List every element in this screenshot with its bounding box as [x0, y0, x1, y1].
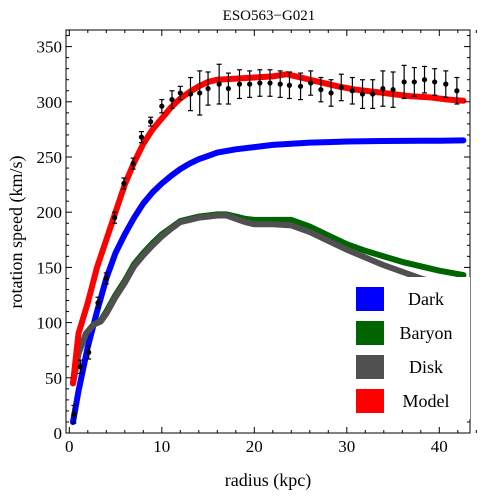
data-point: [380, 85, 386, 92]
data-point: [390, 87, 396, 93]
y-tick-label: 150: [37, 258, 63, 277]
x-tick-label: 20: [246, 437, 263, 456]
data-point: [411, 79, 417, 85]
data-point: [432, 79, 438, 85]
legend-label-model: Model: [403, 391, 450, 411]
data-point: [130, 161, 136, 167]
legend-swatch-baryon: [356, 321, 384, 345]
y-tick-label: 250: [37, 148, 63, 167]
chart-title: ESO563−G021: [223, 8, 316, 24]
data-point: [112, 215, 118, 221]
data-point: [277, 81, 283, 87]
y-tick-label: 200: [37, 203, 63, 222]
data-point: [148, 119, 154, 125]
data-point: [138, 134, 145, 140]
data-point: [297, 83, 304, 89]
y-axis-label: rotation speed (km/s): [6, 156, 27, 309]
data-point: [187, 91, 194, 97]
legend-swatch-model: [356, 389, 384, 413]
data-point: [421, 77, 428, 83]
data-point: [370, 91, 376, 97]
plot-frame: [65, 29, 471, 434]
data-point: [401, 79, 407, 85]
data-point: [225, 85, 231, 92]
legend-label-disk: Disk: [409, 357, 443, 377]
data-point: [359, 91, 366, 97]
data-point: [197, 90, 203, 96]
x-tick-label: 10: [153, 437, 170, 456]
y-axis-ticks: 0 50 100 150 200 250 300 350: [37, 35, 470, 443]
data-point: [328, 90, 334, 96]
x-tick-label: 40: [431, 437, 448, 456]
x-tick-label: 0: [65, 437, 74, 456]
x-axis-label: radius (kpc): [225, 470, 311, 491]
series-line-dark: [70, 137, 467, 425]
data-point: [318, 87, 324, 93]
data-point: [169, 96, 175, 103]
data-point: [103, 275, 109, 282]
data-point: [205, 85, 211, 92]
legend-swatch-dark: [356, 287, 384, 311]
legend-label-baryon: Baryon: [400, 323, 453, 343]
data-point: [308, 80, 314, 86]
x-axis-ticks: 0 10 20 30 40: [65, 30, 477, 456]
legend-label-dark: Dark: [408, 289, 444, 309]
y-tick-label: 350: [37, 38, 63, 57]
y-tick-label: 100: [37, 314, 63, 333]
legend-swatch-disk: [356, 355, 384, 379]
data-point: [177, 90, 183, 96]
data-point: [216, 81, 222, 87]
data-point: [159, 103, 165, 109]
data-point: [286, 82, 293, 88]
data-point: [257, 80, 263, 86]
data-point: [77, 364, 83, 370]
y-tick-label: 50: [45, 369, 62, 388]
data-point: [443, 81, 449, 87]
data-point: [86, 349, 92, 356]
y-tick-label: 0: [54, 424, 63, 443]
data-point: [338, 84, 344, 91]
data-point: [247, 81, 253, 87]
data-point: [349, 88, 355, 94]
y-tick-label: 300: [37, 93, 63, 112]
data-point: [95, 300, 101, 306]
x-tick-label: 30: [338, 437, 355, 456]
data-point: [236, 81, 243, 87]
series-line-disk: [70, 212, 467, 387]
data-point: [71, 411, 77, 417]
plot-area: [70, 63, 467, 425]
data-point: [121, 180, 127, 187]
data-point: [454, 88, 460, 94]
observed-data: [71, 63, 460, 424]
legend: Dark Baryon Disk Model: [346, 277, 470, 419]
data-point: [267, 80, 273, 86]
